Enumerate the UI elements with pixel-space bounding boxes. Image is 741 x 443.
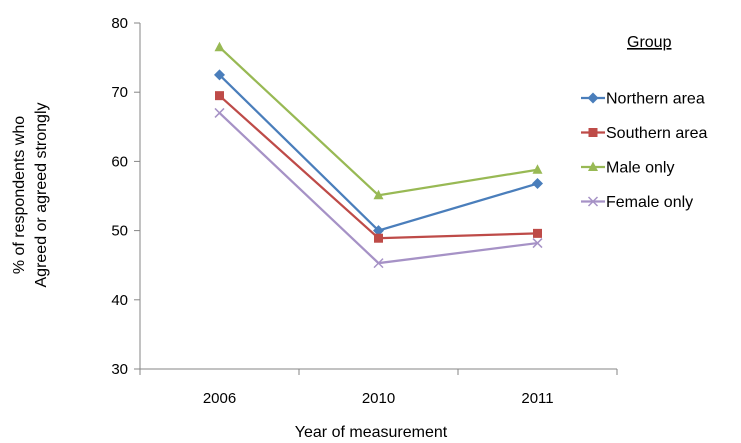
series-line-southern-area	[218, 94, 538, 240]
series-line-northern-area	[218, 74, 538, 232]
y-tick-label: 70	[111, 84, 128, 101]
series-female-only	[214, 107, 543, 269]
data-point	[373, 225, 384, 237]
y-tick-label: 30	[111, 361, 128, 378]
series-layer	[214, 41, 543, 269]
data-point	[373, 258, 384, 269]
data-point	[532, 178, 543, 190]
y-tick-label: 60	[111, 153, 128, 170]
legend-label: Female only	[606, 194, 693, 211]
legend-entry-northern-area: Northern area	[581, 91, 705, 108]
legend-marker	[587, 196, 599, 207]
series-northern-area	[214, 69, 543, 237]
y-axis-title-line-1: % of respondents who	[11, 116, 28, 274]
y-axis-title-line-2: Agreed or agreed strongly	[33, 103, 50, 288]
y-tick-label: 40	[111, 292, 128, 309]
data-point	[215, 91, 224, 101]
legend-entry-female-only: Female only	[581, 194, 693, 211]
legend-marker	[587, 92, 599, 104]
data-point	[532, 238, 543, 249]
legend-label: Northern area	[606, 91, 705, 108]
legend-entry-male-only: Male only	[581, 160, 674, 177]
y-tick-label: 80	[111, 15, 128, 32]
x-tick-label: 2011	[521, 390, 553, 407]
legend-entry-southern-area: Southern area	[581, 125, 708, 142]
data-point	[214, 69, 225, 81]
legend-label: Southern area	[606, 125, 708, 142]
x-tick-label: 2010	[362, 390, 395, 407]
data-point	[532, 164, 543, 174]
axes: 30 40 50 60 70 80 2006 2010 2011	[111, 15, 618, 407]
data-point	[533, 228, 542, 238]
data-point	[214, 107, 225, 118]
series-male-only	[214, 41, 543, 200]
legend-label: Male only	[606, 160, 674, 177]
legend-marker	[588, 161, 598, 171]
y-tick-label: 50	[111, 223, 128, 240]
series-southern-area	[215, 91, 542, 243]
legend-title: Group	[627, 34, 672, 51]
data-point	[214, 41, 225, 52]
x-axis-title: Year of measurement	[295, 424, 448, 441]
legend-marker	[588, 128, 598, 137]
data-point	[373, 189, 384, 200]
x-tick-label: 2006	[203, 390, 236, 407]
data-point	[374, 233, 383, 243]
y-axis-title: % of respondents who Agreed or agreed st…	[11, 103, 50, 288]
legend: Group Northern area Southern area Male onl…	[581, 34, 708, 211]
